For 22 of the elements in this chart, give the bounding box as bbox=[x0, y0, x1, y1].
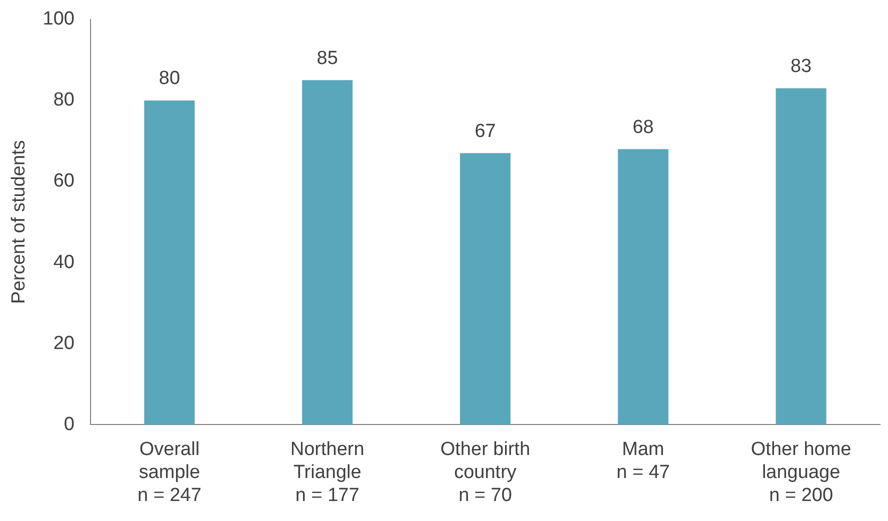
data-label: 85 bbox=[316, 48, 338, 69]
bar bbox=[144, 100, 195, 425]
y-tick-label: 20 bbox=[53, 332, 74, 354]
x-tick-label: Other birth country n = 70 bbox=[440, 439, 530, 506]
bar bbox=[618, 149, 668, 425]
x-tick-label: Northern Triangle n = 177 bbox=[290, 439, 364, 506]
y-tick-label: 0 bbox=[64, 414, 74, 435]
bar bbox=[460, 153, 511, 425]
y-tick-label: 60 bbox=[53, 170, 74, 192]
y-tick-label: 80 bbox=[53, 90, 74, 111]
x-tick-label: Other home language n = 200 bbox=[750, 439, 852, 506]
x-tick-label: Overall sample n = 247 bbox=[137, 439, 202, 506]
data-label: 83 bbox=[790, 56, 812, 78]
data-label: 68 bbox=[632, 116, 654, 138]
bar bbox=[776, 88, 826, 425]
data-label: 67 bbox=[474, 120, 496, 142]
data-label: 80 bbox=[158, 68, 180, 90]
y-tick-label: 40 bbox=[53, 252, 74, 273]
y-axis-title: Percent of students bbox=[8, 140, 30, 304]
bar bbox=[302, 80, 353, 425]
y-tick-label: 100 bbox=[42, 8, 74, 30]
x-tick-label: Mam n = 47 bbox=[616, 439, 670, 484]
